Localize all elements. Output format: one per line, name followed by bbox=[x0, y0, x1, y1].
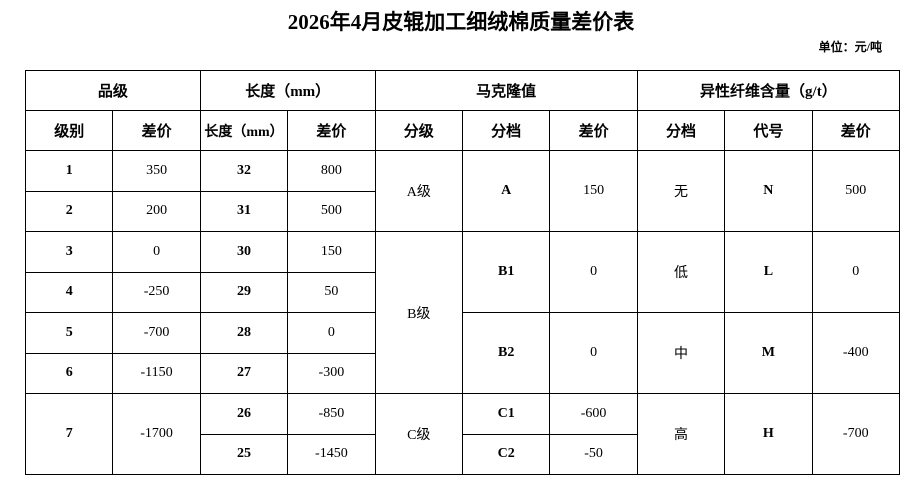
column-header: 长度（mm） bbox=[199, 110, 289, 151]
micronaire-band: B1 bbox=[461, 231, 551, 313]
grade-price: -250 bbox=[112, 271, 201, 313]
fiber-band: 低 bbox=[636, 231, 726, 313]
micronaire-price: -50 bbox=[549, 433, 638, 475]
length-price: -1450 bbox=[287, 433, 376, 475]
micronaire-price: 150 bbox=[549, 150, 638, 232]
length-price: 0 bbox=[287, 312, 376, 354]
group-header: 异性纤维含量（g/t） bbox=[636, 70, 900, 111]
fiber-price: -700 bbox=[811, 393, 900, 475]
micronaire-class: A级 bbox=[374, 150, 463, 232]
table-row: 1 350 32 800 A级 A 150 无 N 500 bbox=[24, 150, 900, 232]
table-row: 4 -250 29 50 bbox=[24, 271, 900, 313]
unit-label: 单位：元/吨 bbox=[818, 40, 882, 54]
table-row: 25 -1450 C2 -50 bbox=[26, 433, 900, 475]
column-header: 级别 bbox=[24, 110, 114, 151]
length-value: 26 bbox=[199, 393, 289, 435]
length-price: 50 bbox=[287, 271, 376, 313]
column-header: 差价 bbox=[549, 110, 638, 151]
group-header-row: 品级 长度（mm） 马克隆值 异性纤维含量（g/t） bbox=[25, 70, 900, 111]
grade-level: 6 bbox=[24, 352, 114, 394]
length-value: 27 bbox=[199, 352, 289, 394]
micronaire-price: 0 bbox=[549, 231, 638, 313]
length-price: 800 bbox=[287, 150, 376, 192]
grade-price: 200 bbox=[112, 190, 201, 232]
price-table: 品级 长度（mm） 马克隆值 异性纤维含量（g/t） 级别 差价 长度（mm） … bbox=[24, 70, 900, 475]
table-row: 6 -1150 27 -300 bbox=[24, 352, 900, 394]
length-value: 30 bbox=[199, 231, 289, 273]
column-header-row: 级别 差价 长度（mm） 差价 分级 分档 差价 分档 代号 差价 bbox=[24, 110, 900, 151]
fiber-price: 500 bbox=[811, 150, 900, 232]
column-header: 差价 bbox=[811, 110, 900, 151]
micronaire-band: C1 bbox=[461, 393, 551, 435]
fiber-code: H bbox=[724, 393, 813, 475]
fiber-code: N bbox=[724, 150, 813, 232]
grade-price: -1700 bbox=[112, 393, 201, 475]
length-price: -300 bbox=[287, 352, 376, 394]
length-value: 28 bbox=[199, 312, 289, 354]
grade-level: 1 bbox=[24, 150, 114, 192]
group-header: 马克隆值 bbox=[374, 70, 638, 111]
column-header: 差价 bbox=[112, 110, 201, 151]
micronaire-band: B2 bbox=[461, 312, 551, 394]
length-value: 31 bbox=[199, 190, 289, 232]
length-value: 32 bbox=[199, 150, 289, 192]
fiber-price: -400 bbox=[811, 312, 900, 394]
micronaire-class: C级 bbox=[374, 393, 463, 475]
table-row: 3 0 30 150 B级 B1 0 低 L 0 bbox=[24, 231, 900, 394]
group-header: 长度（mm） bbox=[199, 70, 376, 111]
micronaire-class: B级 bbox=[374, 231, 463, 394]
grade-price: -700 bbox=[112, 312, 201, 354]
grade-price: -1150 bbox=[112, 352, 201, 394]
length-price: 500 bbox=[287, 190, 376, 232]
column-header: 分档 bbox=[461, 110, 551, 151]
length-value: 25 bbox=[199, 433, 289, 475]
micronaire-price: 0 bbox=[549, 312, 638, 394]
column-header: 分级 bbox=[374, 110, 463, 151]
micronaire-band: C2 bbox=[461, 433, 551, 475]
column-header: 分档 bbox=[636, 110, 726, 151]
table-row: 5 -700 28 0 B2 0 中 M -400 bbox=[24, 312, 900, 394]
table-row: 7 -1700 26 -850 C级 C1 -600 高 H -700 bbox=[24, 393, 900, 475]
length-value: 29 bbox=[199, 271, 289, 313]
page-title: 2026年4月皮辊加工细绒棉质量差价表 bbox=[287, 10, 635, 34]
fiber-price: 0 bbox=[811, 231, 900, 313]
grade-level: 3 bbox=[24, 231, 114, 273]
fiber-code: L bbox=[724, 231, 813, 313]
length-price: 150 bbox=[287, 231, 376, 273]
fiber-band: 中 bbox=[636, 312, 726, 394]
fiber-band: 高 bbox=[636, 393, 726, 475]
grade-level: 7 bbox=[24, 393, 114, 475]
grade-price: 0 bbox=[112, 231, 201, 273]
micronaire-band: A bbox=[461, 150, 551, 232]
grade-price: 350 bbox=[112, 150, 201, 192]
length-price: -850 bbox=[287, 393, 376, 435]
fiber-band: 无 bbox=[636, 150, 726, 232]
grade-level: 2 bbox=[24, 190, 114, 232]
grade-level: 4 bbox=[24, 271, 114, 313]
column-header: 代号 bbox=[724, 110, 813, 151]
group-header: 品级 bbox=[25, 70, 201, 111]
fiber-code: M bbox=[724, 312, 813, 394]
grade-level: 5 bbox=[24, 312, 114, 354]
column-header: 差价 bbox=[287, 110, 376, 151]
micronaire-price: -600 bbox=[549, 393, 638, 435]
